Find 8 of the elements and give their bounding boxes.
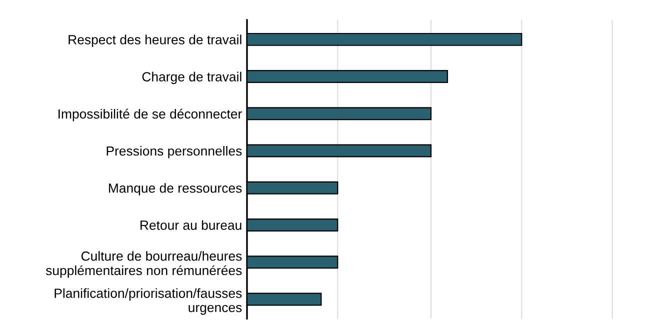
y-tick-label: Manque de ressources <box>109 183 242 196</box>
y-tick-label: Planification/priorisation/fausses urgences <box>54 288 242 315</box>
y-tick-label: Retour au bureau <box>140 220 242 230</box>
y-tick-label: Charge de travail <box>142 72 242 84</box>
y-tick-label: Impossibilité de se déconnecter <box>58 108 242 122</box>
y-tick-label: Respect des heures de travail <box>68 34 242 47</box>
y-tick-label: Pressions personnelles <box>106 146 242 158</box>
y-tick-label: Culture de bourreau/heures supplémentaires non rémunérées <box>46 251 242 278</box>
